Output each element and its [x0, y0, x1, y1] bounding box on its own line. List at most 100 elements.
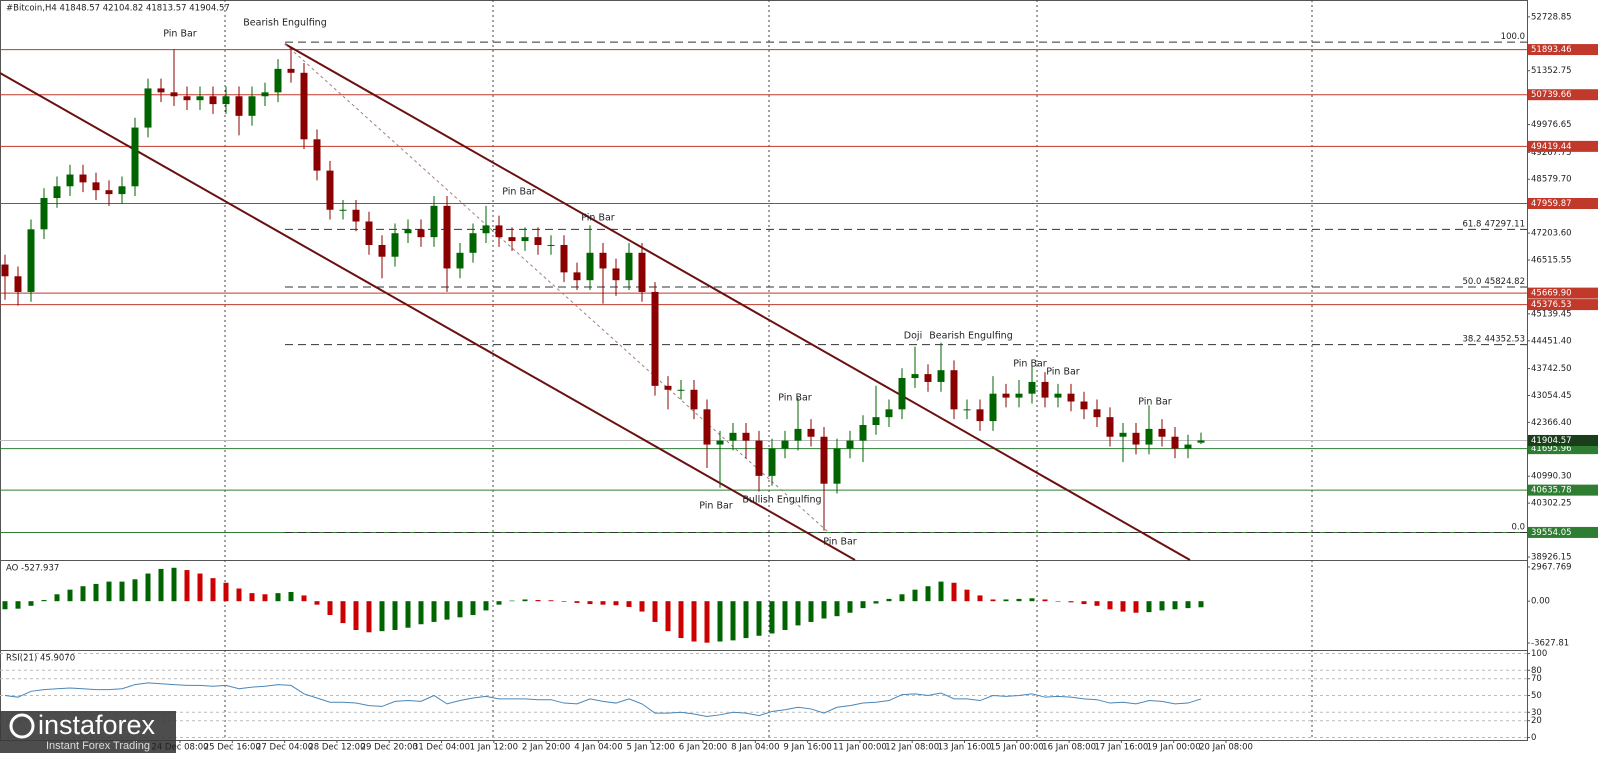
ao-bar — [860, 601, 866, 609]
candle-body — [27, 229, 35, 292]
x-tick-label: 2 Jan 20:00 — [522, 743, 570, 753]
ao-bar — [301, 595, 307, 602]
candle-body — [1041, 381, 1049, 398]
ao-bar — [366, 601, 372, 633]
ao-bar — [1133, 601, 1139, 613]
candle-body — [807, 428, 815, 437]
y-tick-label: 49976.65 — [1531, 120, 1572, 130]
ao-title: AO -527.937 — [6, 564, 59, 574]
candle-body — [1171, 436, 1179, 449]
candle-body — [404, 229, 412, 234]
pattern-annotation: Pin Bar — [778, 393, 812, 404]
level-label: 45376.53 — [1531, 300, 1572, 310]
y-tick-label: 40302.25 — [1531, 499, 1572, 509]
ao-bar — [743, 601, 749, 639]
fib-level: 38.2 — [1463, 334, 1482, 344]
candle-body — [534, 237, 542, 245]
ao-bar — [951, 582, 957, 602]
pattern-annotation: Pin Bar — [581, 213, 615, 224]
y-tick-label: 80 — [1531, 666, 1542, 676]
candle-body — [14, 276, 22, 292]
candle-body — [443, 205, 451, 269]
level-label: 50739.66 — [1531, 90, 1572, 100]
ao-bar — [1172, 601, 1178, 610]
y-tick-label: 0 — [1531, 733, 1536, 743]
level-label: 51893.46 — [1531, 45, 1572, 55]
ao-bar — [899, 594, 905, 602]
candle-body — [391, 233, 399, 257]
ao-bar — [691, 601, 697, 642]
candle-body — [677, 389, 685, 391]
candle-body — [560, 244, 568, 273]
candle-body — [729, 432, 737, 441]
ao-bar — [613, 601, 619, 606]
candle-body — [339, 209, 347, 211]
level-label: 47959.87 — [1531, 199, 1572, 209]
ao-bar — [405, 601, 411, 628]
candle-body — [118, 186, 126, 195]
ao-bar — [639, 601, 645, 612]
y-tick-label: 70 — [1531, 674, 1542, 684]
candle-body — [963, 409, 971, 411]
y-tick-label: 50 — [1531, 691, 1542, 701]
candle-body — [66, 174, 74, 187]
ao-bar — [678, 601, 684, 639]
x-tick-label: 20 Jan 08:00 — [1199, 743, 1253, 753]
ao-bar — [379, 601, 385, 632]
x-tick-label: 13 Jan 16:00 — [938, 743, 992, 753]
y-tick-label: 43742.50 — [1531, 364, 1572, 374]
ao-bar — [197, 573, 203, 602]
candle-body — [352, 209, 360, 222]
candle-body — [989, 393, 997, 422]
candle-body — [781, 440, 789, 449]
y-tick-label: 40990.30 — [1531, 472, 1572, 482]
ao-bar — [1068, 601, 1074, 603]
ao-bar — [171, 567, 177, 602]
ao-bar — [54, 594, 60, 602]
candle-body — [768, 448, 776, 476]
ao-bar — [158, 568, 164, 602]
pattern-annotation: Bearish Engulfing — [243, 18, 326, 29]
fib-label: 0.0 — [1511, 522, 1525, 532]
pattern-annotation: Pin Bar — [1046, 367, 1080, 378]
ao-bar — [288, 591, 294, 602]
candle-body — [1015, 393, 1023, 398]
y-tick-label: 49267.75 — [1531, 148, 1572, 158]
candle-body — [495, 225, 503, 238]
logo-icon — [9, 713, 35, 739]
y-tick-label: 100 — [1531, 649, 1547, 659]
candle-body — [846, 440, 854, 449]
ao-bar — [808, 601, 814, 622]
ao-bar — [964, 589, 970, 602]
x-tick-label: 8 Jan 04:00 — [731, 743, 779, 753]
y-tick-label: 20 — [1531, 716, 1542, 726]
ao-bar — [1146, 601, 1152, 613]
level-label: 40635.78 — [1531, 486, 1572, 496]
ao-bar — [457, 601, 463, 618]
pattern-annotation: Pin Bar — [1138, 397, 1172, 408]
x-tick-label: 27 Dec 04:00 — [256, 743, 313, 753]
ao-bar — [769, 601, 775, 634]
candle-body — [53, 186, 61, 199]
rsi-line — [4, 682, 1202, 717]
ao-bar — [1094, 601, 1100, 606]
ao-bar — [67, 589, 73, 602]
ao-bar — [2, 601, 8, 610]
ao-bar — [548, 600, 554, 602]
candle-body — [222, 96, 230, 105]
ao-bar — [756, 601, 762, 636]
ao-bar — [938, 581, 944, 602]
level-label-box — [1528, 484, 1598, 496]
pattern-annotation: Pin Bar — [502, 187, 536, 198]
ao-bar — [431, 601, 437, 622]
ao-bar — [847, 601, 853, 613]
ao-bar — [1159, 601, 1165, 611]
logo-name: instaforex — [38, 710, 156, 740]
pattern-annotation: Pin Bar — [163, 29, 197, 40]
level-label-box — [1528, 443, 1598, 455]
level-label-box — [1528, 44, 1598, 56]
ao-bar — [262, 594, 268, 602]
x-tick-label: 16 Jan 08:00 — [1042, 743, 1096, 753]
ao-bar — [704, 601, 710, 643]
